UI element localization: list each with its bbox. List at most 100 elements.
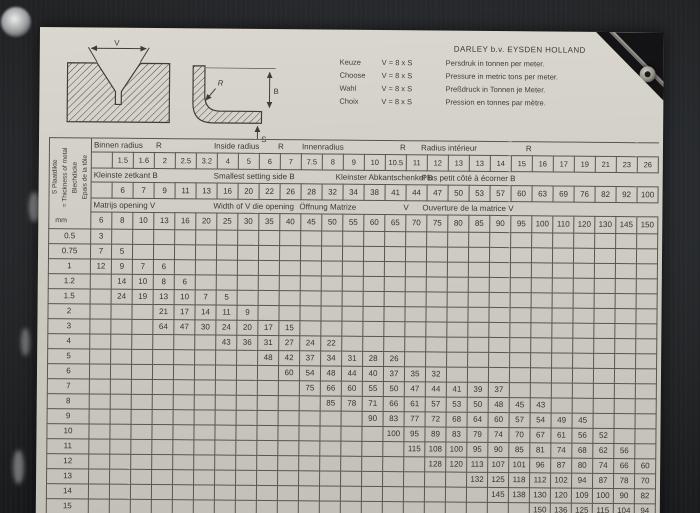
tonnage-cell xyxy=(214,485,236,501)
tonnage-cell xyxy=(467,352,489,368)
tonnage-cell xyxy=(236,350,258,366)
tonnage-chart-plate: V R B S DARLEY b.v. EYSDEN HOLLAND Keuze… xyxy=(35,27,664,513)
tonnage-cell xyxy=(446,337,468,353)
v-opening-value: 16 xyxy=(174,212,196,230)
tonnage-cell: 108 xyxy=(424,441,446,458)
tonnage-cell xyxy=(235,470,257,486)
tonnage-cell xyxy=(635,323,657,339)
tonnage-cell xyxy=(110,319,132,335)
tonnage-cell: 34 xyxy=(320,350,342,367)
tonnage-cell xyxy=(614,353,636,369)
tonnage-cell: 3 xyxy=(90,228,112,245)
v-opening-value: 110 xyxy=(552,215,574,234)
tonnage-cell xyxy=(405,231,427,247)
tonnage-cell xyxy=(195,259,217,276)
tonnage-cell xyxy=(361,456,383,472)
tonnage-cell xyxy=(509,367,531,383)
tonnage-cell: 118 xyxy=(508,472,530,488)
tonnage-cell xyxy=(510,247,532,263)
tonnage-cell xyxy=(173,349,195,365)
tonnage-cell xyxy=(88,468,110,485)
tonnage-cell xyxy=(384,246,406,262)
tonnage-cell: 52 xyxy=(592,428,615,444)
tonnage-cell xyxy=(109,499,131,513)
tonnage-cell xyxy=(531,262,553,278)
tonnage-cell xyxy=(193,499,215,513)
tonnage-cell xyxy=(194,394,216,411)
tonnage-cell: 7 xyxy=(132,259,154,275)
radius-value: 15 xyxy=(511,155,533,172)
thickness-label: 2 xyxy=(47,303,91,319)
tonnage-cell: 41 xyxy=(446,382,468,398)
tonnage-cell xyxy=(131,409,153,425)
tonnage-cell xyxy=(235,440,257,456)
tonnage-cell xyxy=(89,408,111,425)
tonnage-cell xyxy=(88,423,111,440)
tonnage-cell xyxy=(510,232,532,248)
tonnage-cell xyxy=(384,261,406,277)
radius-value: 10 xyxy=(364,154,386,171)
tonnage-cell xyxy=(89,393,111,410)
tonnage-cell xyxy=(257,305,280,321)
tonnage-cell: 44 xyxy=(341,366,363,382)
tonnage-cell xyxy=(216,260,238,276)
tonnage-cell xyxy=(573,278,595,294)
tonnage-cell xyxy=(172,439,194,455)
tonnage-cell xyxy=(445,472,467,488)
tonnage-cell xyxy=(278,410,300,426)
v-opening-value: 145 xyxy=(615,216,637,234)
tonnage-cell xyxy=(426,231,448,248)
tonnage-cell: 6 xyxy=(153,259,175,275)
tonnage-cell xyxy=(300,230,322,246)
tonnage-cell xyxy=(321,290,343,307)
tonnage-cell xyxy=(446,352,468,368)
tonnage-cell xyxy=(89,318,111,335)
tonnage-cell xyxy=(277,500,299,513)
tonnage-cell xyxy=(215,380,237,396)
v-opening-value: 30 xyxy=(237,213,259,231)
tonnage-cell: 61 xyxy=(550,427,573,444)
tonnage-cell xyxy=(319,485,341,502)
min-flange-value: 32 xyxy=(322,183,344,201)
radius-value: 7 xyxy=(280,153,302,170)
tonnage-cell: 32 xyxy=(425,366,447,383)
min-flange-value: 100 xyxy=(636,186,659,203)
thickness-label: 1.2 xyxy=(48,273,91,289)
selection-table: Keuze V = 8 x S Persdruk in tonnen per met… xyxy=(339,56,558,110)
tonnage-cell: 67 xyxy=(529,427,552,443)
tonnage-cell xyxy=(194,409,216,426)
tonnage-cell xyxy=(466,502,488,513)
tonnage-cell xyxy=(320,320,342,337)
tonnage-cell xyxy=(214,455,236,471)
selection-lang: Choose xyxy=(339,70,366,80)
tonnage-cell: 47 xyxy=(404,381,426,397)
tonnage-cell xyxy=(277,455,299,471)
selection-desc: Persdruk in tonnen per meter. xyxy=(445,58,545,69)
tonnage-cell xyxy=(172,454,194,470)
tonnage-cell: 94 xyxy=(634,503,656,513)
tonnage-cell xyxy=(298,455,320,471)
tonnage-cell xyxy=(425,351,447,368)
tonnage-cell: 14 xyxy=(111,274,133,290)
tonnage-cell xyxy=(572,383,594,399)
radius-value: 7.5 xyxy=(301,153,323,170)
tonnage-cell xyxy=(447,292,469,308)
tonnage-cell xyxy=(88,438,110,455)
v-opening-value: 50 xyxy=(321,213,343,232)
tonnage-cell xyxy=(151,454,173,470)
tonnage-cell xyxy=(594,278,616,294)
radius-value: 6 xyxy=(259,153,281,170)
tonnage-cell xyxy=(552,292,574,309)
tonnage-cell xyxy=(299,320,321,336)
tonnage-cell xyxy=(382,456,404,472)
tonnage-cell xyxy=(361,501,383,513)
tonnage-cell xyxy=(174,229,196,245)
tonnage-cell xyxy=(340,501,362,513)
tonnage-cell: 30 xyxy=(194,319,216,336)
tonnage-cell xyxy=(172,499,194,513)
tonnage-cell xyxy=(321,260,343,277)
tonnage-cell xyxy=(551,307,574,324)
tonnage-cell xyxy=(151,469,173,485)
tonnage-cell: 56 xyxy=(571,428,594,444)
tonnage-cell xyxy=(363,231,385,247)
